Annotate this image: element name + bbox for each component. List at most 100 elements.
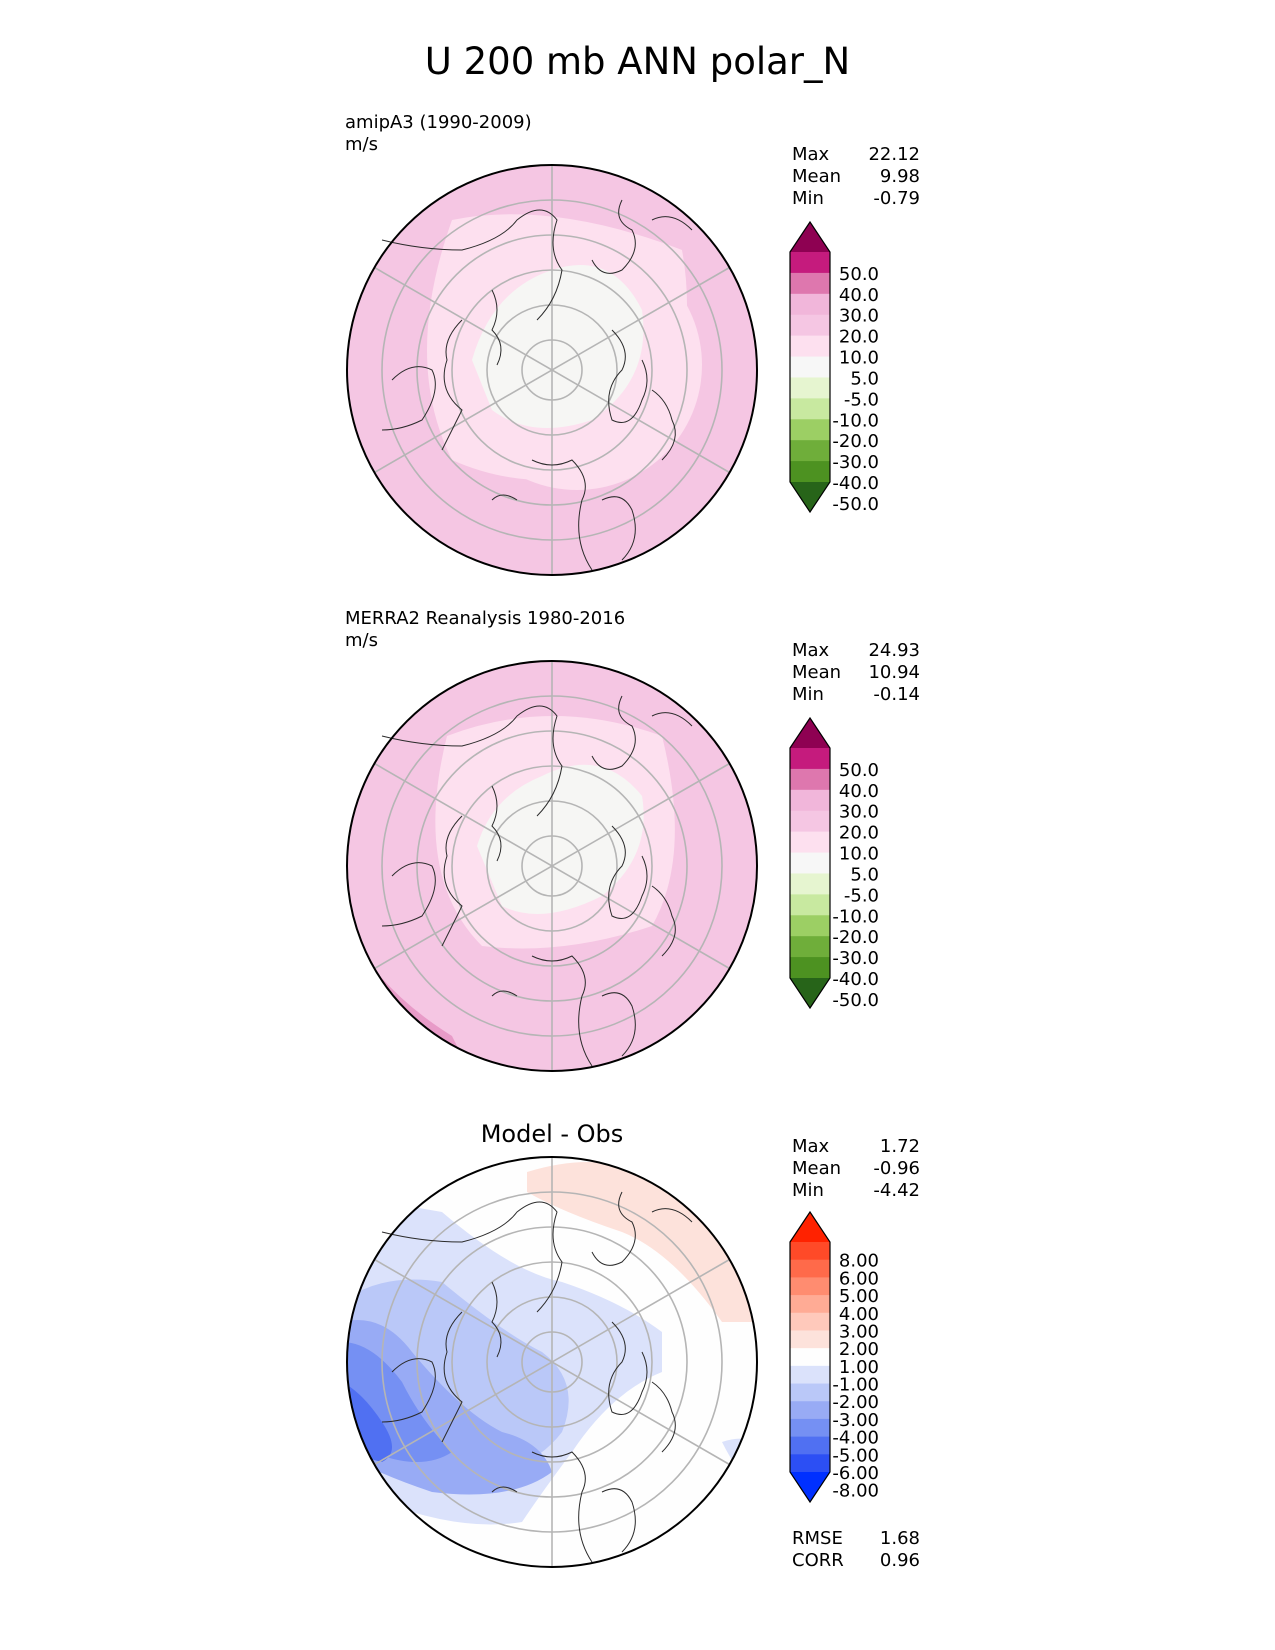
colorbar-segment [790,873,830,895]
colorbar-segment [790,1436,830,1455]
colorbar-segment [790,377,830,399]
panel-1-dataset-label: amipA3 (1990-2009) [345,112,532,133]
colorbar-tick-label: -20.0 [832,927,879,948]
colorbar-segment [790,748,830,770]
colorbar-segment [790,810,830,833]
colorbar-tick-label: -5.0 [844,389,879,410]
panel-2-label: MERRA2 Reanalysis 1980-2016 m/s [345,608,625,652]
stat-mean-row: Mean 10.94 [792,662,920,684]
colorbar-segment [790,1454,830,1473]
colorbar-tick-label: -20.0 [832,431,879,452]
colorbar-tick-label: -10.0 [832,410,879,431]
stat-name: Max [792,1136,830,1157]
stat-min-row: Min -0.79 [792,188,920,210]
stat-value: -4.42 [873,1180,920,1201]
colorbar-extension-max [790,1212,830,1242]
panel-1-label: amipA3 (1990-2009) m/s [345,112,532,156]
stat-name: Max [792,640,830,661]
colorbar-tick-label: -40.0 [832,473,879,494]
graticule [374,1157,730,1567]
colorbar-segment [790,789,830,812]
colorbar-segment [790,272,830,295]
metric-corr-row: CORR 0.96 [792,1550,920,1572]
stat-value: 22.12 [868,144,920,165]
colorbar-segment [790,852,830,874]
colorbar-tick-label: 1.00 [839,1357,879,1378]
coastlines [381,695,693,1067]
colorbar-tick-label: 20.0 [839,327,879,348]
colorbar-segment [790,1312,830,1331]
colorbar-tick-label: 50.0 [839,760,879,781]
stat-max-row: Max 1.72 [792,1136,920,1158]
panel-3-stats: Max 1.72 Mean -0.96 Min -4.42 [792,1136,920,1202]
panel-3-metrics: RMSE 1.68 CORR 0.96 [792,1528,920,1572]
metric-name: CORR [792,1550,844,1571]
map-boundary [346,164,758,576]
colorbar-segment [790,1383,830,1402]
colorbar-tick-label: -30.0 [832,948,879,969]
panel-1-units-label: m/s [345,134,378,155]
colorbar-segment [790,356,830,378]
colorbar-extension-min [790,482,830,512]
figure-title: U 200 mb ANN polar_N [424,40,851,83]
stat-name: Mean [792,166,842,187]
polar-map-model [346,164,758,576]
colorbar-tick-label: -8.00 [832,1481,879,1502]
colorbar-extension-max [790,222,830,252]
colorbar-segment [790,957,830,979]
colorbar-tick-label: -5.0 [844,885,879,906]
colorbar-segment [790,419,830,441]
colorbar-segment [790,936,830,958]
panel-2-dataset-label: MERRA2 Reanalysis 1980-2016 [345,608,626,629]
stat-value: 1.72 [879,1136,920,1157]
colorbar-tick-label: 5.0 [850,864,879,885]
stat-mean-row: Mean -0.96 [792,1158,920,1180]
colorbar-segment [790,335,830,358]
colorbar-tick-label: -50.0 [832,494,879,515]
colorbar-tick-label: 20.0 [839,823,879,844]
colorbar-obs: 50.040.030.020.010.05.0-5.0-10.0-20.0-30… [789,716,879,1011]
colorbar-outline [789,1210,831,1504]
colorbar-segment [790,1295,830,1314]
stat-name: Min [792,188,824,209]
colorbar-tick-label: 4.00 [839,1304,879,1325]
stat-min-row: Min -4.42 [792,1180,920,1202]
colorbar-difference: 8.006.005.004.003.002.001.00-1.00-2.00-3… [789,1210,879,1504]
stat-name: Mean [792,662,842,683]
colorbar-segment [790,440,830,462]
metric-rmse-row: RMSE 1.68 [792,1528,920,1550]
coastlines [381,1191,693,1563]
colorbar-tick-label: 5.00 [839,1286,879,1307]
colorbar-segment [790,831,830,854]
stat-value: 9.98 [879,166,920,187]
stat-name: Min [792,1180,824,1201]
colorbar-tick-label: 8.00 [839,1251,879,1272]
colorbar-tick-label: 2.00 [839,1339,879,1360]
colorbar-tick-label: 10.0 [839,844,879,865]
colorbar-segment [790,1259,830,1278]
colorbar-extension-min [790,978,830,1008]
colorbar-model: 50.040.030.020.010.05.0-5.0-10.0-20.0-30… [789,220,879,515]
colorbar-tick-label: 5.0 [850,368,879,389]
colorbar-tick-label: -4.00 [832,1428,879,1449]
colorbar-tick-label: -6.00 [832,1463,879,1484]
colorbar-segment [790,461,830,483]
colorbar-segment [790,768,830,791]
colorbar-segment [790,293,830,316]
panel-1-stats: Max 22.12 Mean 9.98 Min -0.79 [792,144,920,210]
stat-name: Min [792,684,824,705]
stat-value: -0.79 [873,188,920,209]
colorbar-segment [790,1365,830,1385]
metric-name: RMSE [792,1528,843,1549]
colorbar-tick-label: -10.0 [832,906,879,927]
colorbar-tick-label: -40.0 [832,969,879,990]
panel-2-units-label: m/s [345,630,378,651]
colorbar-segment [790,314,830,337]
polar-map-difference [346,1156,758,1568]
colorbar-extension-min [790,1472,830,1502]
stat-value: -0.96 [873,1158,920,1179]
colorbar-segment [790,1401,830,1420]
colorbar-segment [790,1418,830,1438]
colorbar-tick-label: -1.00 [832,1375,879,1396]
graticule [374,661,730,1071]
